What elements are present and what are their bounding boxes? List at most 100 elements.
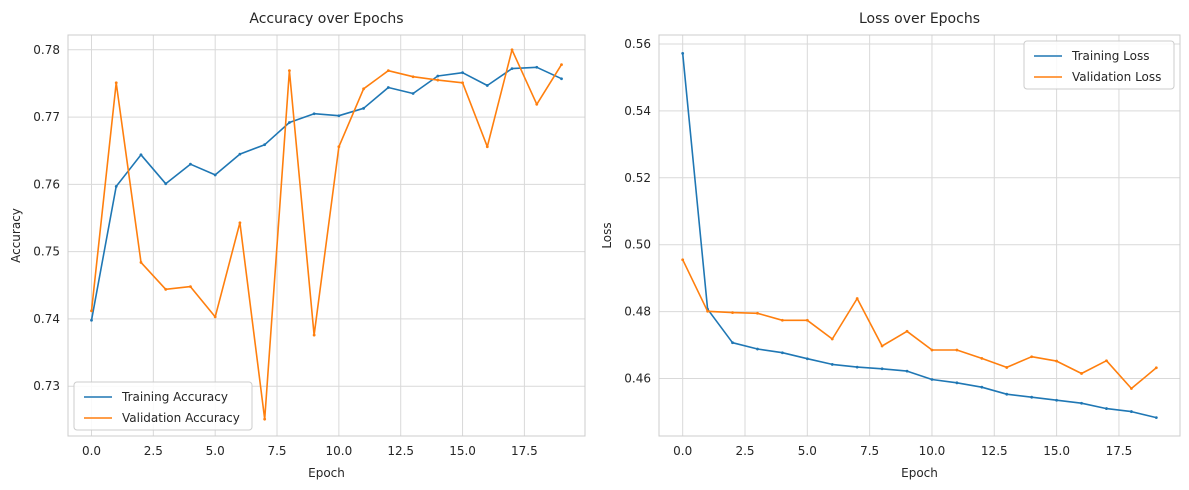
data-point — [1154, 366, 1158, 370]
data-point — [756, 311, 759, 315]
data-point — [855, 365, 859, 369]
data-point — [830, 363, 834, 366]
data-point — [1030, 355, 1034, 359]
data-point — [263, 417, 267, 421]
x-tick-label: 0.0 — [673, 444, 692, 458]
legend-box — [73, 381, 253, 431]
data-point — [1154, 416, 1158, 420]
data-point — [560, 77, 563, 81]
chart-title: Loss over Epochs — [859, 11, 980, 27]
data-point — [238, 221, 242, 225]
data-point — [139, 261, 143, 264]
x-tick-label: 17.5 — [511, 444, 538, 458]
x-tick-label: 5.0 — [206, 444, 225, 458]
data-point — [830, 337, 834, 341]
data-point — [1005, 366, 1009, 369]
data-point — [114, 184, 118, 188]
data-point — [880, 367, 884, 371]
data-point — [90, 309, 93, 313]
data-point — [213, 315, 217, 319]
data-point — [980, 357, 984, 360]
data-point — [980, 385, 984, 389]
y-axis-label: Loss — [600, 222, 614, 248]
data-point — [510, 67, 514, 71]
x-tick-label: 12.5 — [387, 444, 414, 458]
data-point — [287, 69, 291, 73]
legend-label: Validation Loss — [1072, 70, 1161, 84]
data-point — [731, 311, 734, 314]
x-axis-label: Epoch — [901, 466, 938, 480]
data-point — [805, 318, 809, 322]
axes-frame — [658, 34, 1181, 437]
data-point — [880, 344, 884, 348]
data-point — [337, 145, 341, 149]
x-tick-label: 12.5 — [981, 444, 1008, 458]
series-line-validation-accuracy — [90, 48, 563, 421]
chart-title: Accuracy over Epochs — [249, 11, 403, 27]
legend-label: Validation Accuracy — [122, 411, 240, 425]
data-point — [1055, 398, 1059, 402]
data-point — [905, 329, 909, 333]
data-point — [189, 285, 192, 289]
data-point — [1129, 387, 1133, 390]
data-point — [436, 78, 440, 82]
y-tick-label: 0.56 — [624, 37, 651, 51]
data-point — [386, 86, 390, 89]
x-tick-label: 0.0 — [82, 444, 101, 458]
data-point — [510, 48, 514, 52]
data-point — [189, 162, 192, 166]
x-tick-label: 7.5 — [267, 444, 286, 458]
legend-label: Training Accuracy — [121, 390, 228, 404]
data-point — [337, 114, 341, 118]
data-point — [263, 143, 267, 147]
accuracy-chart: 0.0 2.5 5.0 7.5 10.0 12.5 15.0 17.5 0.73 0.74 0.75… — [9, 11, 586, 480]
axes-frame — [67, 34, 586, 437]
y-tick-label: 0.75 — [33, 245, 60, 259]
data-point — [1129, 410, 1133, 413]
x-tick-label: 15.0 — [449, 444, 476, 458]
y-tick-label: 0.48 — [624, 305, 651, 319]
data-point — [1105, 359, 1108, 363]
y-tick-label: 0.74 — [33, 312, 60, 326]
data-point — [461, 71, 464, 75]
data-point — [411, 75, 415, 79]
x-axis-label: Epoch — [308, 466, 345, 480]
data-point — [706, 309, 710, 313]
data-point — [681, 51, 685, 55]
data-point — [1055, 359, 1059, 363]
x-tick-label: 10.0 — [326, 444, 353, 458]
x-tick-label: 2.5 — [144, 444, 163, 458]
data-point — [756, 347, 759, 351]
y-tick-label: 0.76 — [33, 177, 60, 191]
x-tick-label: 7.5 — [860, 444, 879, 458]
y-axis-label: Accuracy — [9, 208, 23, 263]
data-point — [535, 102, 539, 106]
legend-label: Training Loss — [1071, 49, 1149, 63]
series-line-training-accuracy — [90, 66, 563, 322]
y-tick-label: 0.50 — [624, 238, 651, 252]
data-point — [1080, 401, 1083, 405]
y-tick-label: 0.46 — [624, 371, 651, 385]
data-point — [485, 84, 489, 87]
data-point — [681, 258, 685, 262]
data-point — [485, 145, 489, 149]
data-point — [780, 318, 784, 322]
plot-area — [659, 35, 1180, 436]
data-point — [164, 287, 168, 291]
data-point — [362, 106, 366, 110]
x-tick-label: 5.0 — [798, 444, 817, 458]
y-tick-label: 0.52 — [624, 171, 651, 185]
series-line-validation-loss — [681, 258, 1158, 390]
data-point — [930, 378, 934, 381]
y-tick-label: 0.77 — [33, 110, 60, 124]
data-point — [955, 348, 959, 352]
x-tick-label: 2.5 — [735, 444, 754, 458]
data-point — [535, 65, 539, 69]
data-point — [164, 182, 168, 186]
data-point — [411, 92, 415, 95]
data-point — [955, 381, 959, 385]
data-point — [114, 81, 118, 85]
data-point — [139, 153, 143, 157]
data-point — [213, 173, 217, 177]
